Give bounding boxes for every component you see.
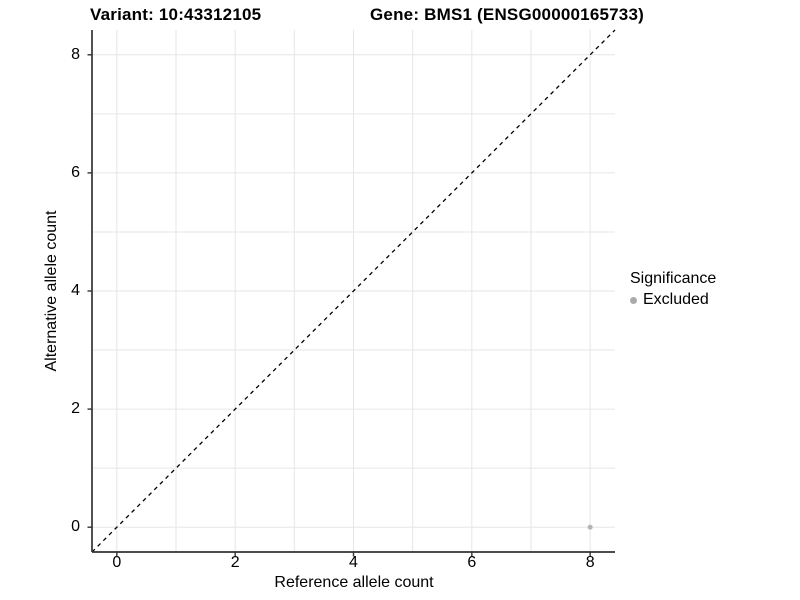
y-tick-label: 6	[71, 163, 80, 181]
x-tick-label: 6	[467, 554, 477, 571]
legend-item: Excluded	[630, 291, 716, 309]
x-tick-label: 0	[112, 554, 122, 571]
y-tick-label: 4	[71, 282, 80, 299]
x-tick-label: 2	[230, 554, 240, 571]
x-axis-title: Reference allele count	[274, 574, 434, 591]
y-tick-label: 2	[71, 400, 80, 418]
y-tick-label: 8	[71, 45, 80, 63]
data-point	[587, 524, 593, 530]
legend-item-label: Excluded	[643, 291, 709, 308]
x-tick-label: 4	[349, 554, 358, 571]
legend-point-icon	[630, 296, 637, 304]
y-tick-label: 0	[71, 518, 80, 536]
identity-line	[91, 29, 616, 553]
legend: Significance Excluded	[630, 270, 716, 309]
legend-title: Significance	[630, 270, 717, 287]
gene-title: Gene: BMS1 (ENSG00000165733)	[370, 5, 644, 24]
x-tick-label: 8	[585, 554, 595, 571]
variant-title: Variant: 10:43312105	[90, 5, 262, 24]
